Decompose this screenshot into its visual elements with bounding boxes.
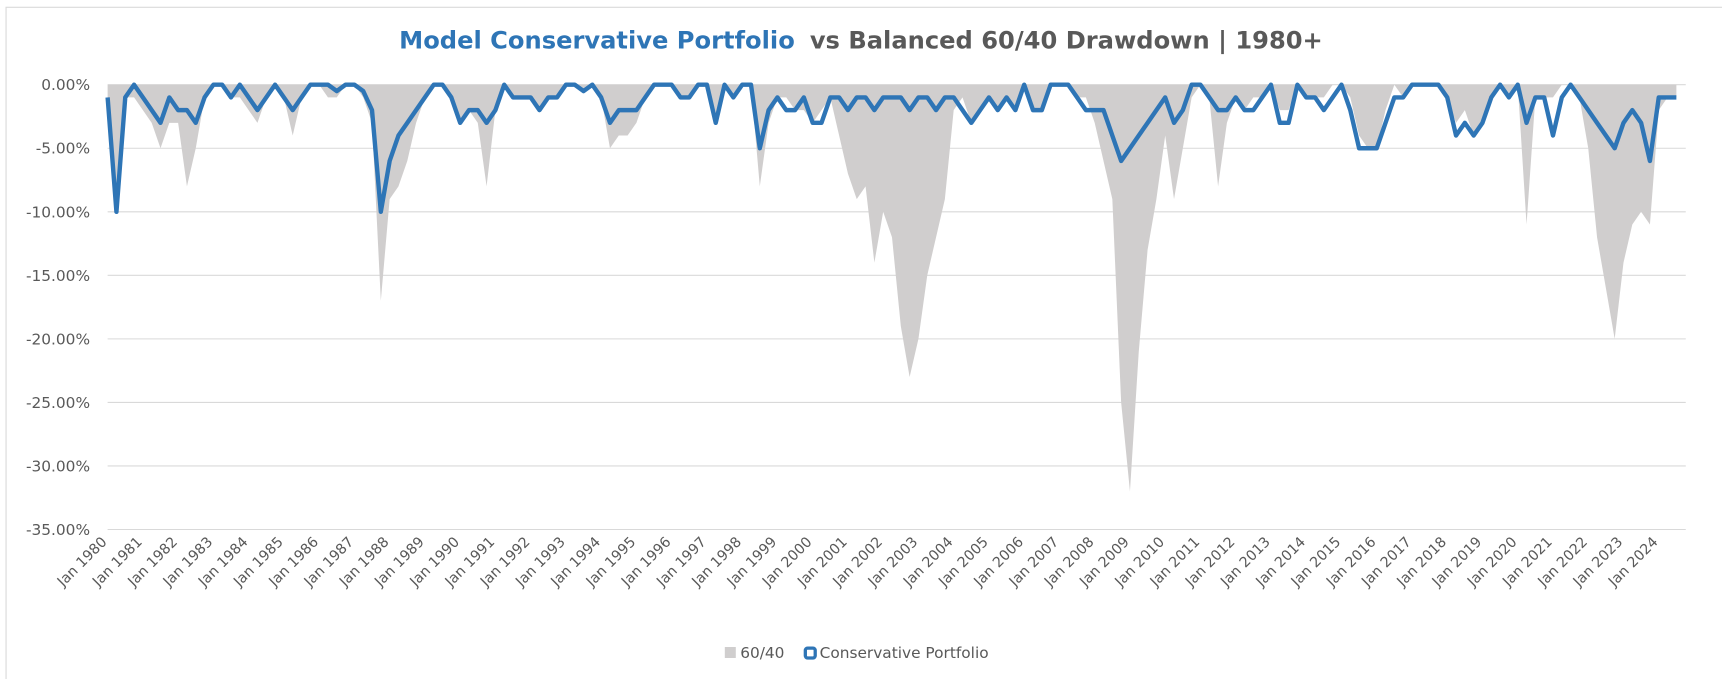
y-tick-label: -25.00% — [26, 394, 90, 412]
title-highlight: Model Conservative Portfolio — [399, 26, 795, 54]
legend-label: 60/40 — [740, 644, 784, 662]
legend-label: Conservative Portfolio — [820, 644, 989, 662]
line-series — [105, 82, 1677, 214]
chart-title: Model Conservative Portfolio vs Balanced… — [399, 26, 1323, 54]
legend-swatch — [803, 646, 817, 660]
area-series — [107, 84, 1677, 492]
title-rest: vs Balanced 60/40 Drawdown | 1980+ — [810, 26, 1323, 54]
y-tick-label: -15.00% — [26, 267, 90, 285]
y-tick-label: 0.00% — [41, 76, 90, 94]
y-tick-label: -10.00% — [26, 203, 90, 221]
y-tick-label: -20.00% — [26, 330, 90, 348]
y-tick-label: -5.00% — [36, 140, 90, 158]
legend-swatch — [724, 647, 736, 658]
y-tick-label: -30.00% — [26, 457, 90, 475]
y-tick-label: -35.00% — [26, 521, 90, 539]
